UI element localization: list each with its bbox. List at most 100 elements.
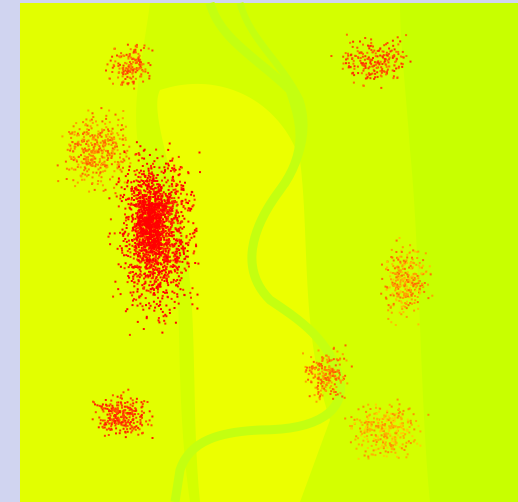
point <box>133 285 135 287</box>
point <box>126 83 128 85</box>
point <box>149 179 151 181</box>
point <box>386 54 388 56</box>
point <box>408 279 410 281</box>
point <box>181 167 183 169</box>
point <box>68 144 70 146</box>
point <box>414 278 416 280</box>
point <box>410 282 412 284</box>
point <box>376 441 378 443</box>
point <box>355 435 357 437</box>
point <box>91 155 93 157</box>
point <box>157 174 159 176</box>
point <box>165 305 167 307</box>
point <box>97 180 99 182</box>
point <box>393 295 395 297</box>
point <box>87 110 89 112</box>
point <box>139 217 141 219</box>
point <box>122 196 124 198</box>
point <box>375 444 377 446</box>
point <box>147 254 149 256</box>
point <box>161 252 163 254</box>
point <box>98 148 100 150</box>
point <box>146 290 148 292</box>
point <box>158 317 160 319</box>
point <box>176 248 178 250</box>
point <box>322 377 324 379</box>
point <box>159 234 161 236</box>
point <box>173 168 175 170</box>
point <box>154 208 156 210</box>
point <box>199 152 201 154</box>
point <box>114 153 116 155</box>
point <box>110 400 112 402</box>
point <box>102 171 104 173</box>
point <box>402 432 404 434</box>
point <box>367 441 369 443</box>
point <box>144 207 146 209</box>
point <box>386 286 388 288</box>
point <box>116 196 118 198</box>
point <box>160 199 162 201</box>
point <box>118 178 120 180</box>
point <box>119 138 121 140</box>
point <box>143 255 145 257</box>
point <box>161 244 163 246</box>
point <box>153 234 155 236</box>
point <box>73 125 75 127</box>
point <box>108 236 110 238</box>
point <box>156 303 158 305</box>
point <box>186 193 188 195</box>
point <box>85 158 87 160</box>
point <box>131 197 133 199</box>
point <box>404 449 406 451</box>
point <box>373 438 375 440</box>
point <box>115 415 117 417</box>
point <box>137 236 139 238</box>
point <box>356 47 358 49</box>
point <box>149 419 151 421</box>
point <box>430 273 432 275</box>
point <box>107 159 109 161</box>
point <box>80 176 82 178</box>
point <box>124 181 126 183</box>
point <box>171 179 173 181</box>
point <box>128 216 130 218</box>
point <box>147 244 149 246</box>
point <box>347 53 349 55</box>
point <box>127 407 129 409</box>
point <box>392 421 394 423</box>
point <box>359 52 361 54</box>
point <box>417 308 419 310</box>
point <box>132 300 134 302</box>
point <box>388 415 390 417</box>
point <box>149 64 151 66</box>
point <box>92 116 94 118</box>
point <box>418 265 420 267</box>
point <box>163 205 165 207</box>
point <box>132 267 134 269</box>
point <box>156 183 158 185</box>
point <box>391 263 393 265</box>
point <box>101 136 103 138</box>
point <box>166 242 168 244</box>
point <box>398 266 400 268</box>
point <box>116 413 118 415</box>
point <box>158 321 160 323</box>
point <box>132 405 134 407</box>
point <box>385 428 387 430</box>
point <box>118 166 120 168</box>
point <box>429 265 431 267</box>
point <box>168 201 170 203</box>
point <box>127 281 129 283</box>
point <box>390 278 392 280</box>
point <box>357 66 359 68</box>
point <box>371 59 373 61</box>
point <box>367 58 369 60</box>
point <box>325 374 327 376</box>
point <box>125 310 127 312</box>
point <box>149 75 151 77</box>
point <box>103 144 105 146</box>
point <box>380 438 382 440</box>
point <box>119 198 121 200</box>
point <box>98 168 100 170</box>
